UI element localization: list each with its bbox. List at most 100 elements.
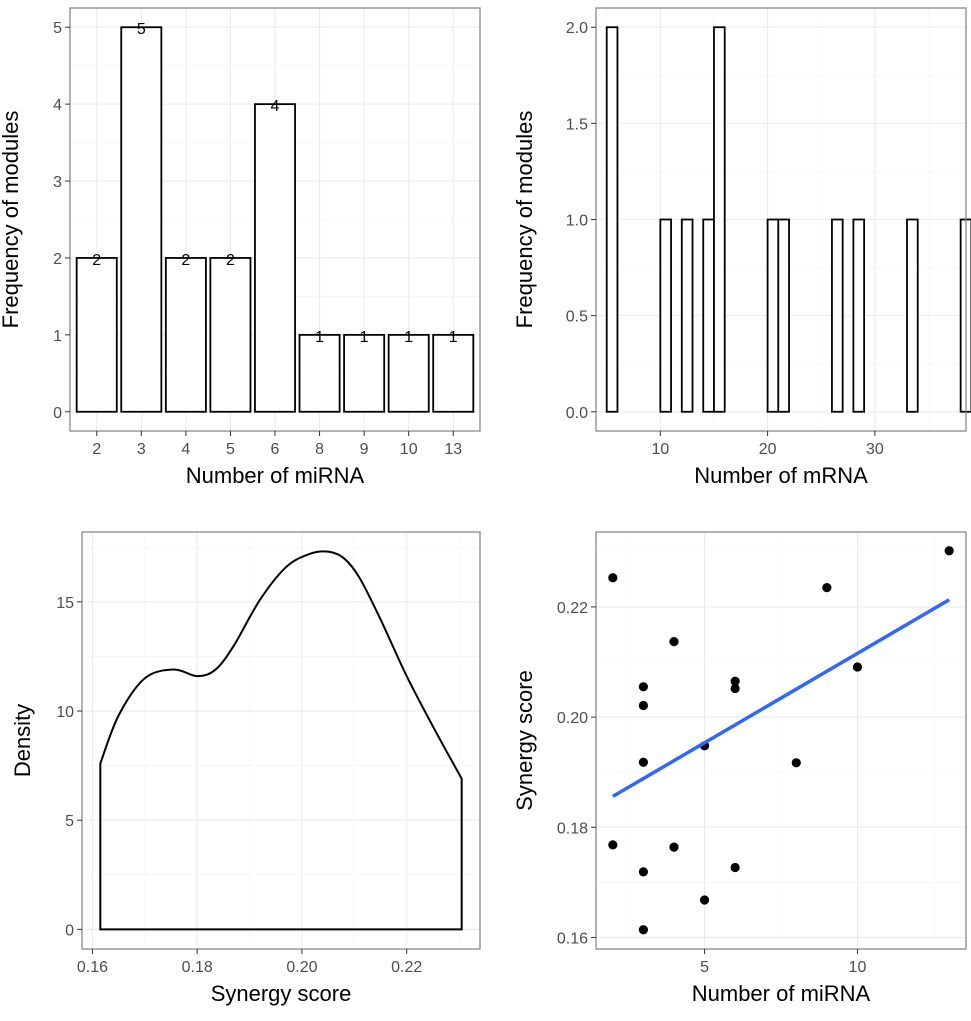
bar-value-label: 5 [137,21,146,38]
histogram-bar [852,218,866,413]
x-tick-label: 8 [315,441,324,458]
x-tick-label: 10 [400,441,418,458]
bar [209,257,252,413]
scatter-point [730,683,740,694]
y-axis-title: Frequency of modules [512,111,537,329]
y-tick-label: 1.5 [566,116,588,133]
panel-mirna-vs-synergy-scatter: 0.16 0.18 0.20 0.22 5 10 Number of miRNA Synerg… [512,531,967,1006]
x-tick-label: 0.20 [286,959,317,976]
y-tick-label: 1.0 [566,213,588,230]
y-tick-label: 0.22 [557,600,588,617]
x-axis-title: Number of miRNA [186,463,365,488]
x-tick-label: 5 [226,441,235,458]
scatter-point [638,925,648,935]
x-tick-label: 10 [651,441,669,458]
histogram-bar [605,26,619,413]
y-tick-label: 0.20 [557,710,588,727]
scatter-point [669,637,679,647]
histogram-bar [777,218,790,413]
y-tick-label: 0 [53,405,62,422]
bar [254,103,296,413]
y-tick-label: 0 [65,922,74,939]
x-tick-label: 0.22 [391,959,422,976]
histogram-bar [766,218,780,413]
y-axis-title: Density [10,704,35,777]
x-tick-label: 0.18 [182,959,213,976]
x-tick-label: 13 [444,441,462,458]
y-tick-label: 0.5 [566,309,588,326]
y-tick-label: 1 [53,328,62,345]
scatter-point [608,840,618,850]
scatter-point [852,662,863,672]
histogram-bar [702,218,715,413]
bar [298,333,341,413]
x-axis-title: Number of mRNA [694,463,868,488]
histogram-bar [906,218,919,413]
y-tick-label: 4 [53,97,62,114]
panel-mrna-histogram: 0.0 0.5 1.0 1.5 2.0 10 20 30 Number of mRNA Frequ… [512,7,971,488]
bar-value-label: 1 [315,329,324,346]
x-tick-label: 2 [92,441,101,458]
scatter-point [638,682,648,692]
x-tick-label: 10 [849,959,867,976]
histogram-bar [831,218,844,413]
panel-border [81,531,481,950]
scatter-point [730,862,740,873]
bar-value-label: 1 [404,329,413,346]
y-tick-label: 0.16 [557,930,588,947]
histogram-bar [659,218,672,413]
y-axis-title: Synergy score [512,670,537,811]
y-tick-label: 5 [53,20,62,37]
x-tick-label: 9 [360,441,369,458]
scatter-point [638,867,648,877]
y-tick-label: 3 [53,174,62,191]
y-tick-label: 0.0 [566,405,588,422]
x-tick-label: 3 [137,441,146,458]
x-axis-title: Number of miRNA [692,981,871,1006]
bar-value-label: 4 [271,98,280,115]
scatter-point [608,573,618,583]
bar [75,257,118,413]
bar [432,333,475,413]
bar-value-label: 2 [92,252,101,269]
panel-background [82,532,480,949]
y-tick-label: 15 [56,595,74,612]
scatter-point [638,757,648,767]
scatter-point [791,758,801,768]
density-curve [99,550,463,931]
y-tick-label: 2 [53,251,62,268]
panel-border [595,531,967,950]
scatter-point [944,546,954,556]
scatter-point [699,895,710,905]
bar-value-label: 1 [360,329,369,346]
bar [343,333,386,413]
x-tick-label: 5 [700,959,709,976]
y-axis-title: Frequency of modules [0,111,23,329]
y-tick-label: 0.18 [557,820,588,837]
x-tick-label: 4 [181,441,190,458]
x-tick-label: 20 [759,441,777,458]
histogram-bar [713,26,726,413]
x-axis-title: Synergy score [211,981,352,1006]
x-tick-label: 6 [271,441,280,458]
scatter-point [822,583,832,593]
panel-synergy-density: 0 5 10 15 0.16 0.18 0.20 0.22 Synergy score Densi… [10,531,481,1006]
y-tick-label: 5 [65,813,74,830]
histogram-bar [680,218,694,413]
x-tick-label: 0.16 [77,959,108,976]
bar-value-label: 1 [449,329,458,346]
scatter-point [730,676,740,686]
bar-value-label: 2 [226,252,235,269]
scatter-point [669,842,679,852]
bar [164,257,207,413]
bar [387,333,430,413]
bar-value-label: 2 [181,252,190,269]
y-tick-label: 10 [56,704,74,721]
y-tick-label: 2.0 [566,20,588,37]
scatter-point [638,700,648,711]
bar [120,26,163,413]
x-tick-label: 30 [866,441,884,458]
regression-line [611,598,951,798]
